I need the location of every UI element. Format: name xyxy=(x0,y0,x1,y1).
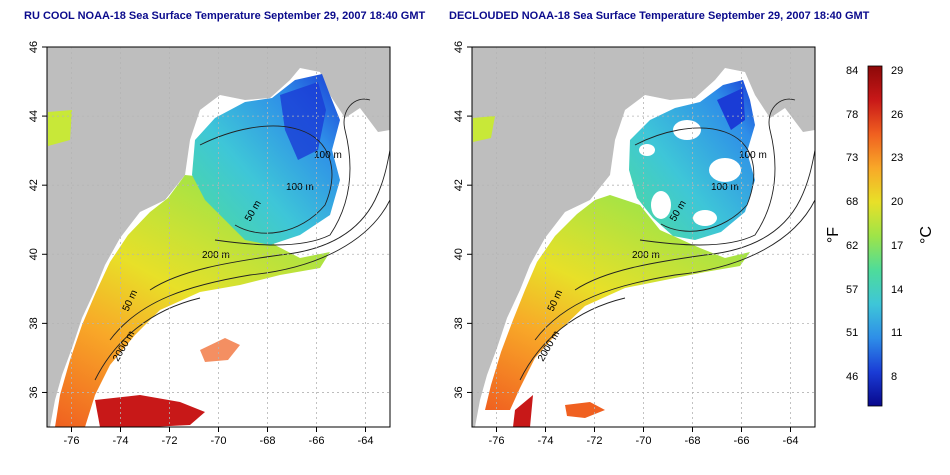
left-cold-core xyxy=(280,82,326,160)
colorbar-f-tick-7: 46 xyxy=(846,371,859,383)
right-contour-label-200m: 200 m xyxy=(632,250,660,261)
right-lat-label-2: 42 xyxy=(453,179,465,191)
left-lat-label-0: 46 xyxy=(28,41,40,53)
right-lat-label-0: 46 xyxy=(453,41,465,53)
left-landmass xyxy=(47,47,390,427)
right-lon-label-5: -66 xyxy=(734,435,750,447)
left-lon-label-2: -72 xyxy=(162,435,178,447)
colorbar-bar xyxy=(867,65,883,407)
left-lat-label-3: 40 xyxy=(28,248,40,260)
left-lat-label-2: 42 xyxy=(28,179,40,191)
right-hot-patch xyxy=(513,395,533,427)
colorbar-c-tick-7: 8 xyxy=(891,371,898,383)
left-axis-ticks: -76 -74 -72 -70 -68 -66 -64 46 44 42 40 38 36 xyxy=(28,41,373,447)
colorbar-f-tick-3: 68 xyxy=(846,196,859,209)
colorbar-c-tick-1: 26 xyxy=(891,108,904,121)
left-panel-title: RU COOL NOAA-18 Sea Surface Temperature … xyxy=(24,10,426,22)
left-lat-label-5: 36 xyxy=(28,386,40,398)
colorbar-f-tick-6: 51 xyxy=(846,327,859,340)
colorbar-f-tick-0: 84 xyxy=(846,65,859,77)
colorbar-f-tick-5: 57 xyxy=(846,283,859,296)
colorbar-f-tick-1: 78 xyxy=(846,108,859,121)
right-landmass xyxy=(472,47,815,427)
colorbar-c-tick-4: 17 xyxy=(891,239,904,252)
right-cold-core xyxy=(717,88,745,130)
right-contour-label-100m-a: 100 m xyxy=(711,182,739,193)
left-lon-label-6: -64 xyxy=(358,435,374,447)
colorbar-c-tick-5: 14 xyxy=(891,283,904,296)
right-lon-label-4: -68 xyxy=(685,435,701,447)
right-plot-area: 100 m 100 m 50 m 200 m 50 m 2000 m -76 -7… xyxy=(453,41,816,447)
right-lat-label-5: 36 xyxy=(453,386,465,398)
left-plot-area: 100 m 100 m 50 m 200 m 50 m 2000 m -76 -7… xyxy=(28,41,391,447)
left-hot-patch xyxy=(95,395,205,427)
left-contour-label-100m-b: 100 m xyxy=(314,150,342,161)
left-lon-label-0: -76 xyxy=(64,435,80,447)
left-lon-label-5: -66 xyxy=(309,435,325,447)
right-warm-patch xyxy=(565,402,605,418)
unit-celsius-label: °C xyxy=(917,226,935,244)
left-lat-label-4: 38 xyxy=(28,317,40,329)
right-sst-map: 100 m 100 m 50 m 200 m 50 m 2000 m -76 -7… xyxy=(453,41,816,447)
right-lon-label-3: -70 xyxy=(636,435,652,447)
left-sst-map: 100 m 100 m 50 m 200 m 50 m 2000 m -76 -7… xyxy=(28,41,391,447)
colorbar-c-tick-3: 20 xyxy=(891,196,904,209)
left-bathymetry xyxy=(94,98,391,381)
right-patch-yellow xyxy=(473,116,495,142)
left-patch-yellow xyxy=(48,110,72,146)
left-contour-label-100m-a: 100 m xyxy=(286,182,314,193)
left-warm-patch xyxy=(200,338,240,362)
right-gridlines xyxy=(472,46,815,427)
unit-fahrenheit-label: °F xyxy=(825,226,843,244)
left-lon-label-1: -74 xyxy=(113,435,129,447)
colorbar-f-tick-4: 62 xyxy=(846,239,859,252)
left-lon-label-4: -68 xyxy=(260,435,276,447)
right-axis-ticks: -76 -74 -72 -70 -68 -66 -64 46 44 42 40 38 36 xyxy=(453,41,798,447)
right-lon-label-6: -64 xyxy=(783,435,799,447)
right-lat-label-4: 38 xyxy=(453,317,465,329)
right-lon-label-0: -76 xyxy=(489,435,505,447)
colorbar-f-tick-2: 73 xyxy=(846,152,859,165)
left-contour-label-200m: 200 m xyxy=(202,250,230,261)
right-bathymetry xyxy=(519,98,816,381)
colorbar-c-tick-6: 11 xyxy=(891,327,903,340)
right-lon-label-2: -72 xyxy=(587,435,603,447)
right-contour-label-100m-b: 100 m xyxy=(739,150,767,161)
right-lat-label-3: 40 xyxy=(453,248,465,260)
right-lat-label-1: 44 xyxy=(453,110,465,122)
colorbar-c-tick-0: 29 xyxy=(891,65,904,77)
right-panel-title: DECLOUDED NOAA-18 Sea Surface Temperatur… xyxy=(449,10,870,22)
left-lat-label-1: 44 xyxy=(28,110,40,122)
colorbar-c-tick-2: 23 xyxy=(891,152,904,165)
right-warm-water xyxy=(485,195,750,410)
left-lon-label-3: -70 xyxy=(211,435,227,447)
right-lon-label-1: -74 xyxy=(538,435,554,447)
colorbar xyxy=(867,65,883,407)
right-declouded-gaps xyxy=(639,120,741,226)
